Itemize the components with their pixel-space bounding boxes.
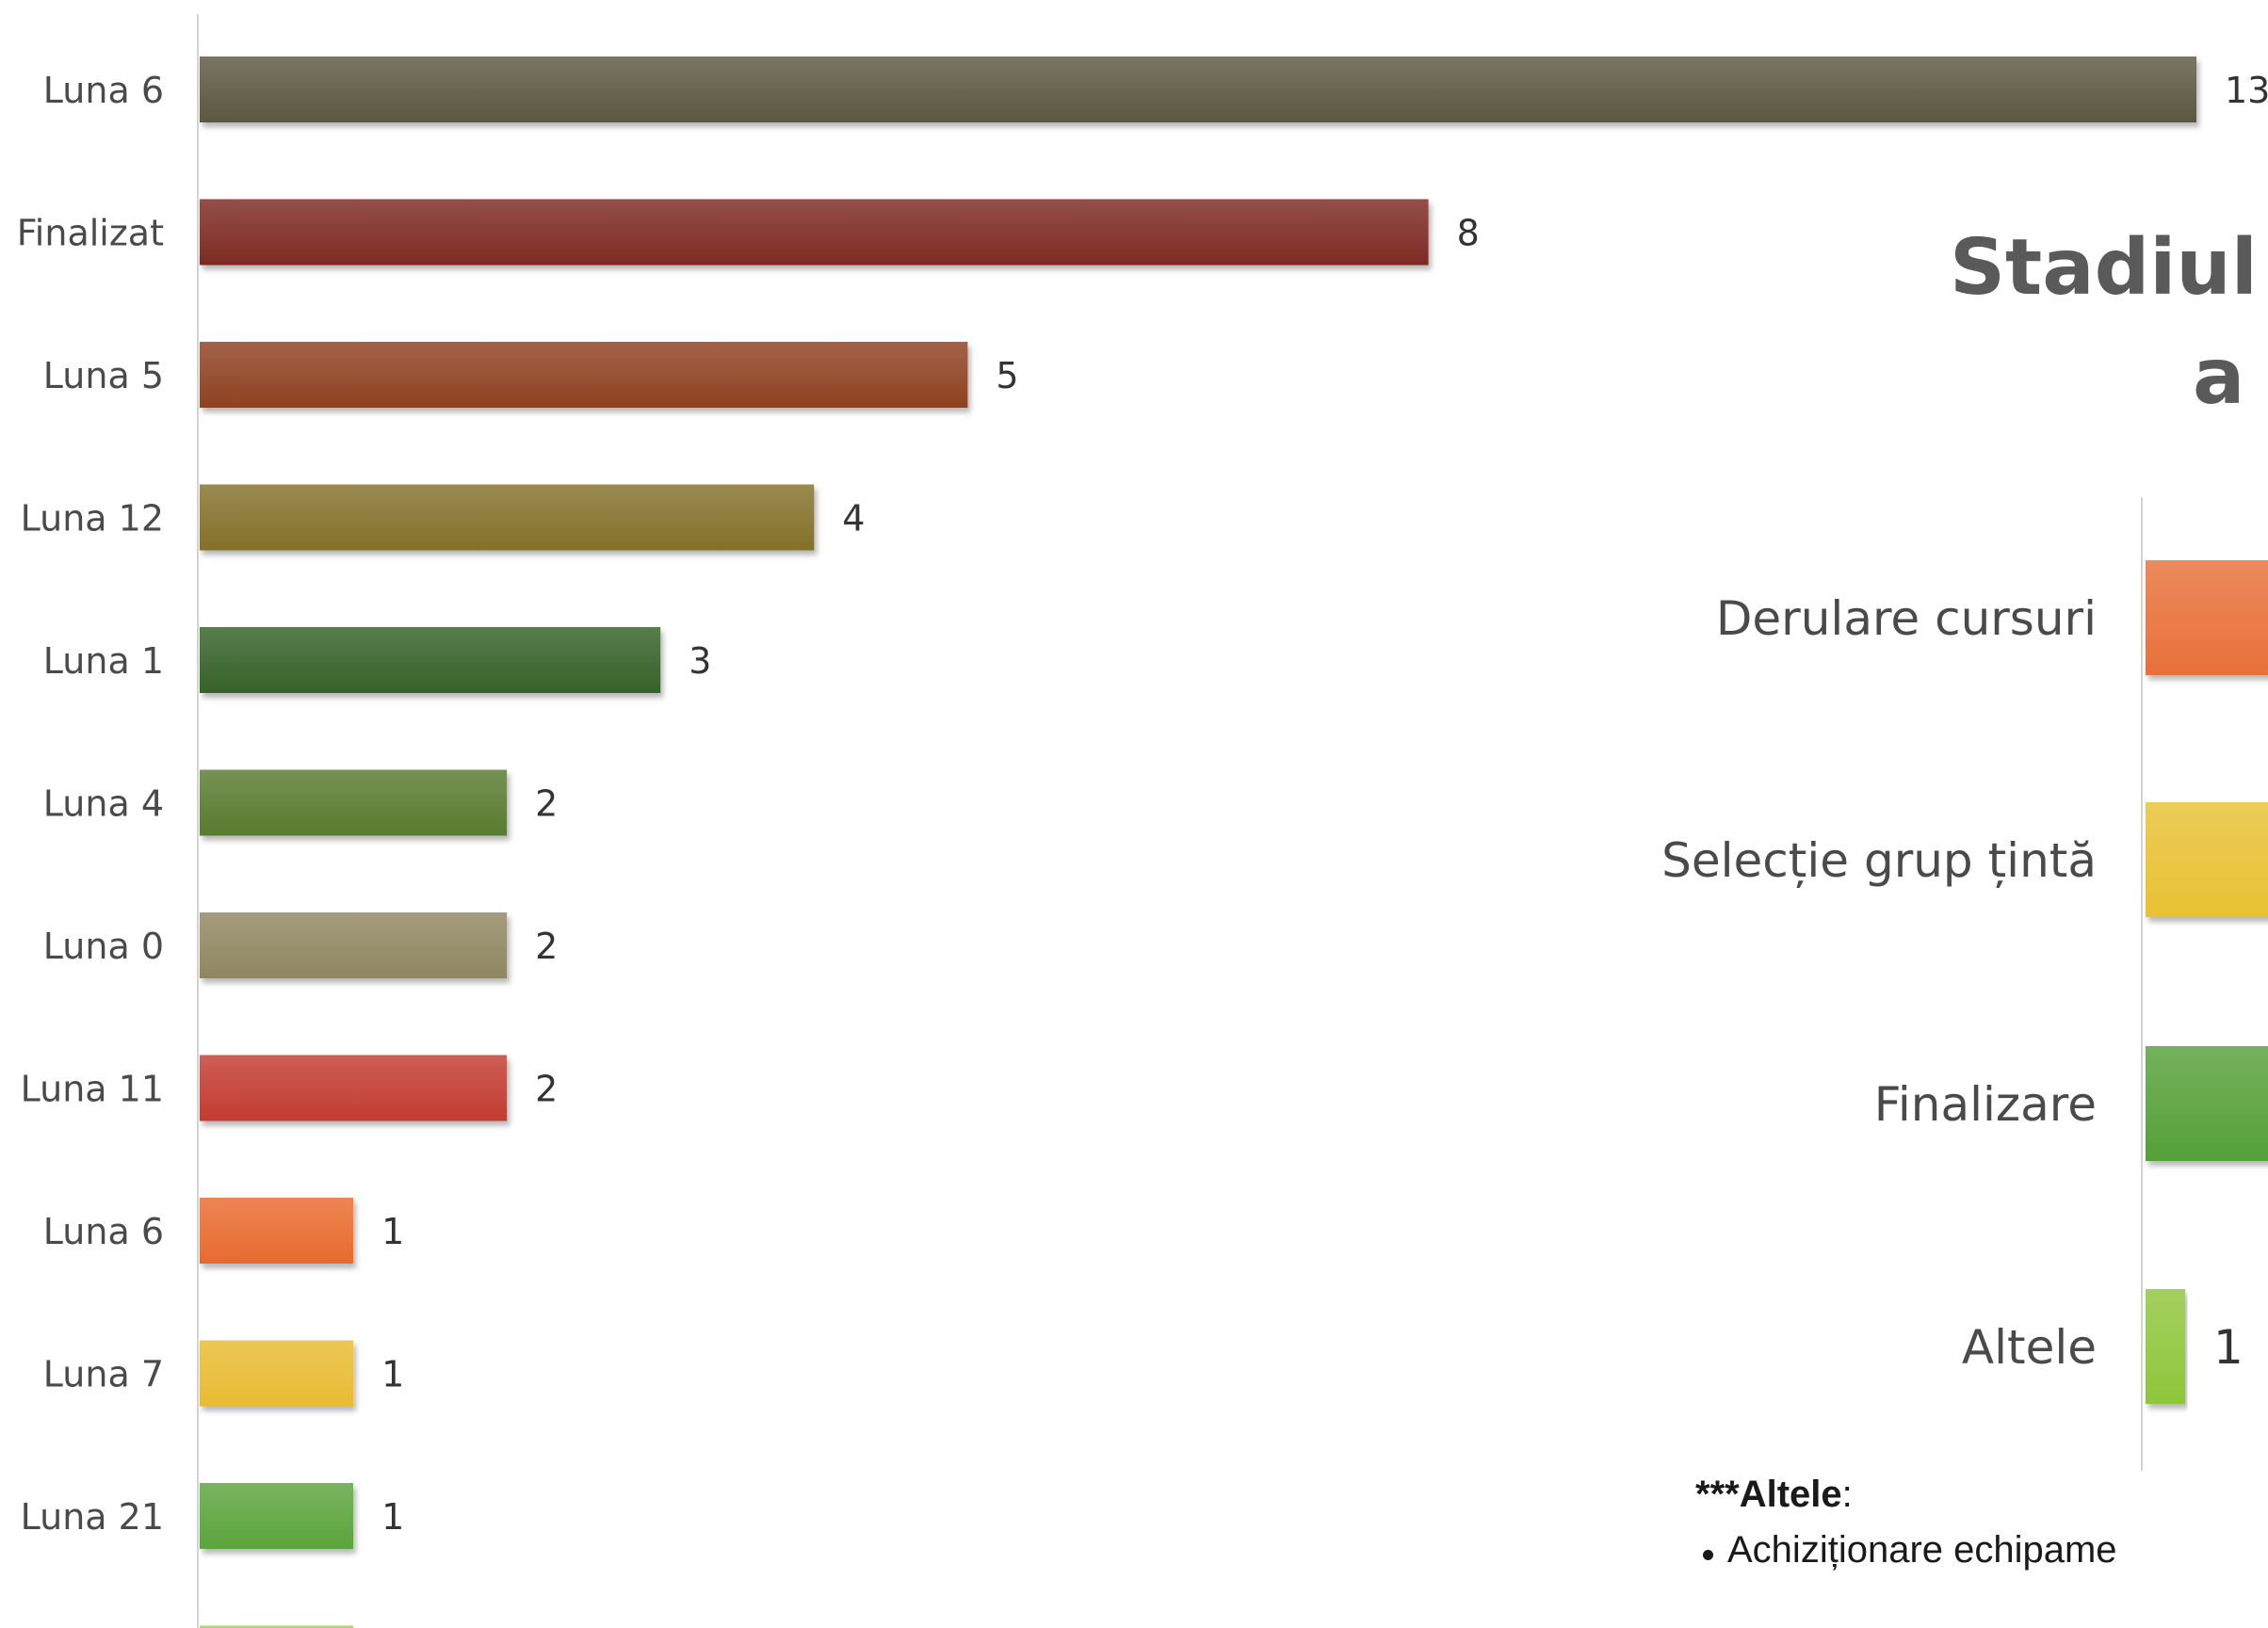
right-bar bbox=[2146, 1046, 2268, 1161]
left-value-label: 5 bbox=[996, 355, 1018, 396]
right-bar bbox=[2146, 802, 2268, 917]
left-value-label: 4 bbox=[842, 498, 865, 540]
left-category-label: Luna 4 bbox=[43, 783, 164, 825]
left-category-label: Luna 6 bbox=[43, 70, 164, 111]
right-category-label: Altele bbox=[1962, 1320, 2097, 1375]
left-value-label: 8 bbox=[1457, 213, 1480, 254]
left-category-label: Luna 12 bbox=[21, 498, 164, 540]
left-value-label: 1 bbox=[381, 1211, 404, 1252]
altele-note: ***Altele: Achiziționare echipame bbox=[1695, 1474, 2268, 1572]
note-stars: *** bbox=[1695, 1474, 1740, 1515]
left-bar bbox=[200, 1198, 354, 1264]
left-category-label: Luna 0 bbox=[43, 926, 164, 967]
left-value-label: 1 bbox=[381, 1496, 404, 1538]
left-bar bbox=[200, 912, 508, 978]
right-bar bbox=[2146, 1289, 2185, 1404]
left-bar bbox=[200, 1055, 508, 1121]
left-bar bbox=[200, 199, 1429, 266]
left-bar bbox=[200, 769, 508, 836]
right-category-label: Finalizare bbox=[1874, 1077, 2097, 1132]
left-category-label: Finalizat bbox=[17, 213, 164, 254]
left-value-label: 1 bbox=[381, 1354, 404, 1395]
left-value-label: 3 bbox=[688, 640, 711, 682]
left-category-label: Luna 1 bbox=[43, 640, 164, 682]
right-value-label: 1 bbox=[2213, 1320, 2244, 1375]
note-list: Achiziționare echipame bbox=[1695, 1529, 2268, 1572]
left-bar bbox=[200, 342, 968, 408]
left-bar bbox=[200, 56, 2196, 122]
left-value-label: 2 bbox=[535, 1069, 558, 1110]
left-value-label: 13 bbox=[2225, 70, 2268, 111]
note-colon: : bbox=[1841, 1474, 1853, 1515]
right-bar bbox=[2146, 560, 2268, 675]
left-category-label: Luna 21 bbox=[21, 1496, 164, 1538]
right-category-label: Selecție grup țintă bbox=[1661, 833, 2097, 888]
note-list-item: Achiziționare echipame bbox=[1695, 1529, 2268, 1572]
left-value-label: 2 bbox=[535, 926, 558, 967]
left-category-label: Luna 6 bbox=[43, 1211, 164, 1252]
right-chart-title-line-2: a bbox=[2193, 332, 2244, 422]
left-bar bbox=[200, 1340, 354, 1407]
left-value-label: 2 bbox=[535, 783, 558, 825]
left-category-label: Luna 7 bbox=[43, 1354, 164, 1395]
left-bar bbox=[200, 484, 815, 551]
left-category-label: Luna 11 bbox=[21, 1069, 164, 1110]
right-bar-chart: Stadiul a Derulare cursuri Selecție grup … bbox=[1661, 223, 2268, 1471]
left-bar-chart: Luna 6 13 Finalizat 8 Luna 5 5 Luna 12 4 Luna 1 3… bbox=[17, 14, 2268, 1628]
note-title: Altele bbox=[1739, 1474, 1842, 1515]
left-bar bbox=[200, 627, 661, 693]
left-bar bbox=[200, 1625, 354, 1628]
left-category-label: Luna 5 bbox=[43, 355, 164, 396]
right-chart-title-line-1: Stadiul bbox=[1950, 223, 2258, 313]
right-category-label: Derulare cursuri bbox=[1716, 591, 2097, 646]
left-bar bbox=[200, 1483, 354, 1549]
note-heading: ***Altele: bbox=[1695, 1474, 2268, 1516]
